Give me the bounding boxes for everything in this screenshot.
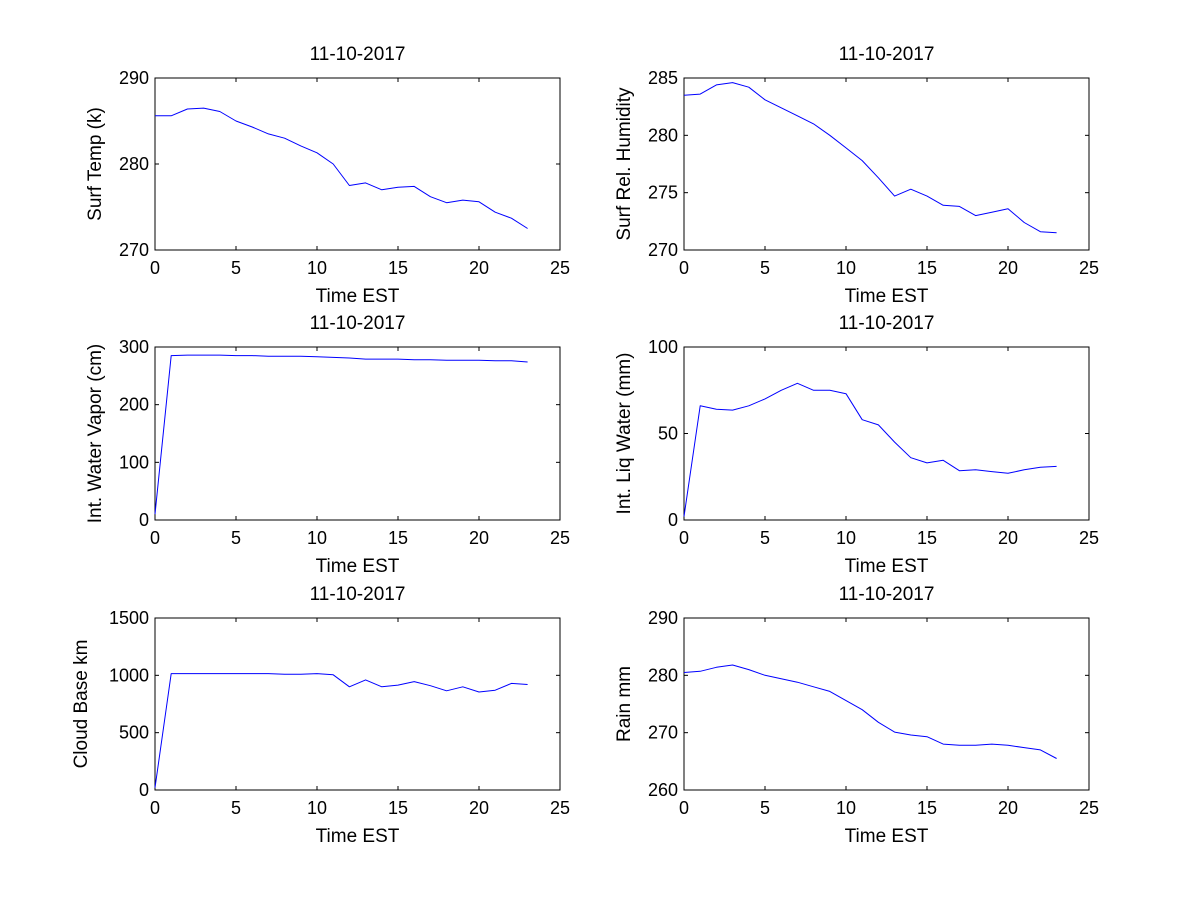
x-tick-label: 25 [1079, 528, 1099, 548]
x-tick-label: 5 [231, 528, 241, 548]
y-axis-label: Int. Water Vapor (cm) [85, 344, 106, 523]
x-tick-label: 20 [469, 528, 489, 548]
data-series-line [683, 664, 1057, 759]
data-series-line [155, 107, 528, 229]
x-axis-label: Time EST [316, 286, 400, 307]
y-tick-label: 270 [648, 723, 678, 743]
chart-title: 11-10-2017 [839, 313, 935, 334]
x-tick-label: 0 [679, 798, 689, 818]
chart-title: 11-10-2017 [310, 44, 406, 65]
subplot-3: 0 5 10 15 20 25 0 100 200 300 11-10-2017 Time EST In… [85, 313, 570, 577]
x-tick-label: 25 [1079, 258, 1099, 278]
x-tick-label: 15 [388, 528, 408, 548]
y-tick-label: 50 [658, 424, 678, 444]
y-tick-label: 500 [119, 723, 149, 743]
x-tick-label: 5 [760, 798, 770, 818]
y-tick-label: 260 [648, 780, 678, 800]
x-tick-label: 10 [836, 528, 856, 548]
y-tick-label: 1000 [109, 665, 149, 685]
x-tick-label: 10 [307, 528, 327, 548]
x-tick-label: 10 [307, 258, 327, 278]
x-tick-label: 0 [679, 258, 689, 278]
chart-title: 11-10-2017 [839, 44, 935, 65]
axes-frame [154, 346, 561, 521]
y-tick-label: 270 [648, 240, 678, 260]
chart-title: 11-10-2017 [310, 313, 406, 334]
y-tick-label: 1500 [109, 608, 149, 628]
x-tick-label: 10 [307, 798, 327, 818]
subplot-2: 0 5 10 15 20 25 270 275 280 285 11-10-2017 Time EST… [614, 44, 1099, 307]
x-tick-label: 5 [231, 798, 241, 818]
y-tick-label: 270 [119, 240, 149, 260]
x-tick-label: 25 [550, 528, 570, 548]
data-series-line [154, 354, 528, 515]
y-tick-label: 300 [119, 337, 149, 357]
axes-frame [683, 617, 1090, 791]
x-tick-label: 0 [679, 528, 689, 548]
x-tick-label: 20 [469, 798, 489, 818]
y-axis-label: Int. Liq Water (mm) [614, 353, 635, 515]
y-tick-label: 0 [668, 510, 678, 530]
y-tick-label: 100 [119, 452, 149, 472]
x-tick-label: 0 [150, 528, 160, 548]
y-tick-label: 280 [648, 125, 678, 145]
x-tick-label: 20 [998, 528, 1018, 548]
axes-frame [154, 617, 561, 791]
y-axis-label: Surf Temp (k) [85, 107, 106, 221]
x-tick-label: 20 [998, 798, 1018, 818]
y-tick-label: 285 [648, 68, 678, 88]
subplot-1: 0 5 10 15 20 25 270 280 290 11-10-2017 Time EST Sur… [85, 44, 570, 307]
x-axis-label: Time EST [845, 286, 929, 307]
x-tick-label: 10 [836, 798, 856, 818]
y-tick-label: 0 [139, 510, 149, 530]
subplot-4: 0 5 10 15 20 25 0 50 100 11-10-2017 Time EST Int. L… [614, 313, 1099, 577]
x-axis-label: Time EST [316, 826, 400, 847]
x-tick-label: 5 [760, 528, 770, 548]
x-tick-label: 0 [150, 798, 160, 818]
x-tick-label: 15 [917, 798, 937, 818]
x-axis-label: Time EST [845, 826, 929, 847]
x-tick-label: 5 [760, 258, 770, 278]
x-tick-label: 25 [1079, 798, 1099, 818]
chart-title: 11-10-2017 [310, 584, 406, 605]
x-axis-label: Time EST [316, 556, 400, 577]
axes-frame [154, 77, 561, 251]
y-tick-label: 280 [648, 665, 678, 685]
y-axis-label: Surf Rel. Humidity [614, 87, 635, 241]
x-tick-label: 25 [550, 258, 570, 278]
y-tick-label: 200 [119, 395, 149, 415]
y-tick-label: 280 [119, 154, 149, 174]
x-tick-label: 25 [550, 798, 570, 818]
x-tick-label: 20 [469, 258, 489, 278]
y-tick-label: 100 [648, 337, 678, 357]
y-tick-label: 290 [119, 68, 149, 88]
data-series-line [154, 673, 528, 788]
y-axis-label: Rain mm [614, 666, 635, 742]
y-tick-label: 290 [648, 608, 678, 628]
x-tick-label: 15 [388, 798, 408, 818]
data-series-line [683, 382, 1057, 517]
x-tick-label: 10 [836, 258, 856, 278]
chart-title: 11-10-2017 [839, 584, 935, 605]
x-tick-label: 15 [917, 528, 937, 548]
subplot-6: 0 5 10 15 20 25 260 270 280 290 11-10-2017 Time EST… [614, 584, 1099, 847]
x-tick-label: 15 [917, 258, 937, 278]
axes-frame [683, 77, 1090, 251]
x-tick-label: 0 [150, 258, 160, 278]
subplot-grid: 0 5 10 15 20 25 270 280 290 11-10-2017 Time EST Sur… [71, 44, 1099, 847]
x-tick-label: 15 [388, 258, 408, 278]
y-tick-label: 275 [648, 183, 678, 203]
subplot-5: 0 5 10 15 20 25 0 500 1000 1500 11-10-2017 Time EST… [71, 584, 570, 847]
data-series-line [683, 82, 1057, 234]
x-tick-label: 5 [231, 258, 241, 278]
x-tick-label: 20 [998, 258, 1018, 278]
y-axis-label: Cloud Base km [71, 640, 92, 769]
y-tick-label: 0 [139, 780, 149, 800]
x-axis-label: Time EST [845, 556, 929, 577]
